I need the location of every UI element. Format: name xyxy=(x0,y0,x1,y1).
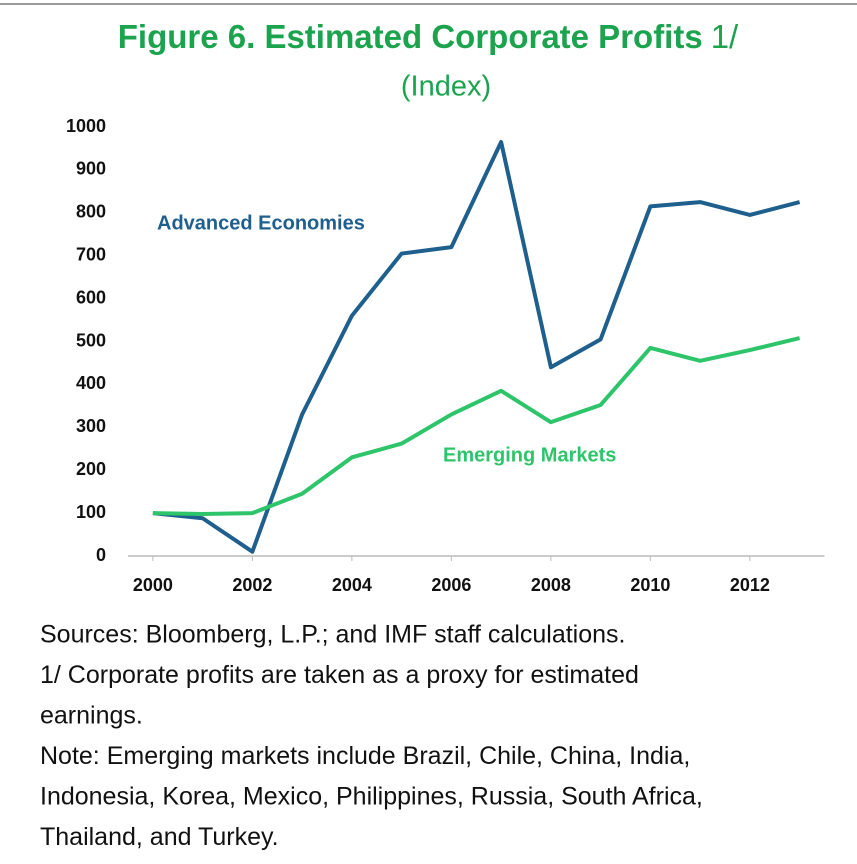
y-tick-label: 1000 xyxy=(66,116,106,136)
y-tick-label: 500 xyxy=(76,330,106,350)
y-tick-label: 900 xyxy=(76,159,106,179)
x-tick-label: 2012 xyxy=(730,575,770,595)
y-tick-label: 600 xyxy=(76,287,106,307)
x-tick-label: 2008 xyxy=(531,575,571,595)
series-label: Emerging Markets xyxy=(443,444,616,466)
footnote: earnings. xyxy=(40,702,143,730)
x-tick-label: 2006 xyxy=(431,575,471,595)
y-tick-label: 700 xyxy=(76,244,106,264)
footnote: Sources: Bloomberg, L.P.; and IMF staff … xyxy=(40,621,626,649)
y-tick-label: 400 xyxy=(76,373,106,393)
chart-title: Figure 6. Estimated Corporate Profits 1/ xyxy=(118,18,739,55)
chart-subtitle: (Index) xyxy=(401,71,491,103)
footnote: 1/ Corporate profits are taken as a prox… xyxy=(40,661,639,689)
footnote: Thailand, and Turkey. xyxy=(40,823,279,851)
footnote: Indonesia, Korea, Mexico, Philippines, R… xyxy=(40,783,703,811)
x-tick-label: 2010 xyxy=(630,575,670,595)
x-tick-label: 2004 xyxy=(332,575,372,595)
title-text: Figure 6. Estimated Corporate Profits xyxy=(118,18,703,55)
title-note: 1/ xyxy=(711,18,739,55)
x-tick-label: 2002 xyxy=(232,575,272,595)
footnote: Note: Emerging markets include Brazil, C… xyxy=(40,742,690,770)
x-tick-label: 2000 xyxy=(133,575,173,595)
series-line xyxy=(152,140,801,554)
series-label: Advanced Economies xyxy=(157,212,365,234)
y-tick-label: 300 xyxy=(76,416,106,436)
y-tick-label: 100 xyxy=(76,502,106,522)
y-tick-label: 0 xyxy=(96,545,106,565)
series-line xyxy=(152,336,801,516)
y-tick-label: 800 xyxy=(76,202,106,222)
y-tick-label: 200 xyxy=(76,459,106,479)
